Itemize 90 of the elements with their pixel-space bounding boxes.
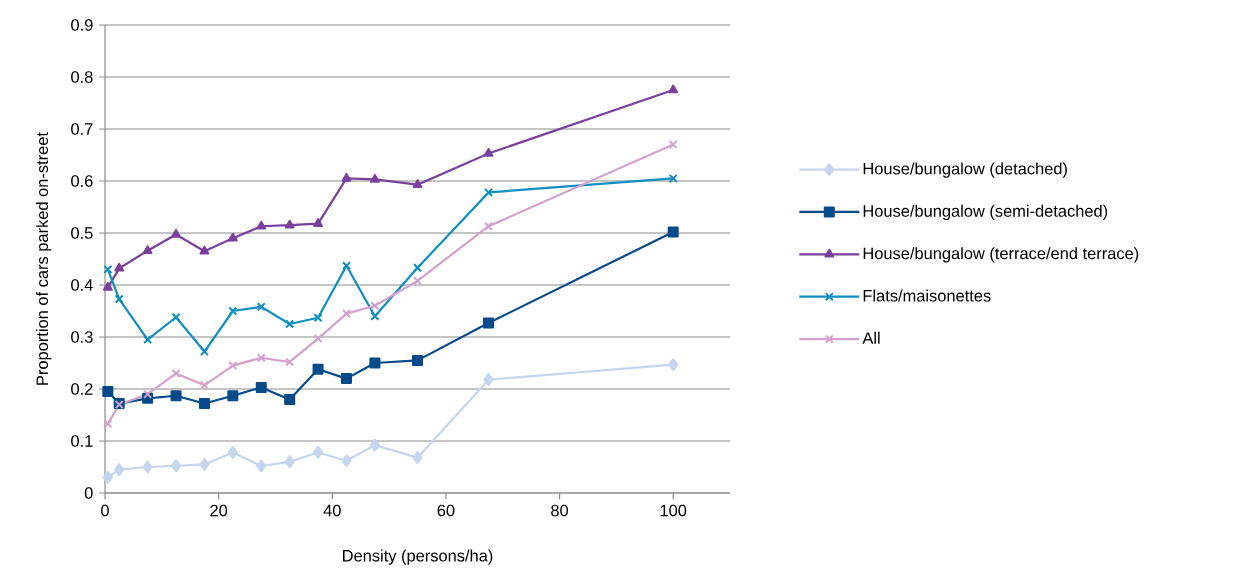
point (228, 361, 238, 371)
point (341, 172, 352, 182)
legend-label: All (862, 331, 880, 344)
x-tick-label: 0 (101, 504, 109, 517)
y-tick-label: 0.5 (71, 227, 93, 239)
point (668, 140, 678, 150)
point (171, 229, 181, 238)
point (228, 306, 238, 316)
point (369, 438, 381, 452)
point (369, 173, 380, 183)
point (256, 302, 266, 312)
point (142, 245, 153, 254)
point (312, 445, 324, 459)
point (199, 380, 209, 390)
point (412, 263, 423, 273)
point (668, 358, 679, 372)
y-axis-title: Proportion of cars parked on-street (36, 132, 52, 385)
x-tick-label: 60 (437, 504, 455, 517)
point (483, 317, 495, 329)
point (370, 301, 380, 311)
point (284, 219, 295, 229)
legend-label: Flats/maisonettes (863, 289, 991, 302)
point (103, 264, 113, 274)
point (198, 398, 210, 410)
point (170, 459, 182, 473)
point (285, 357, 295, 367)
point (369, 357, 381, 369)
point (412, 179, 423, 188)
y-tick-label: 0 (84, 487, 93, 499)
point (256, 459, 267, 473)
point (313, 218, 323, 227)
point (667, 226, 679, 238)
point (412, 451, 423, 465)
point (114, 463, 125, 477)
point (285, 319, 295, 329)
x-tick-label: 80 (551, 504, 569, 517)
point (284, 393, 296, 405)
point (412, 276, 423, 286)
point (199, 245, 210, 255)
point (668, 84, 679, 94)
point (483, 187, 494, 197)
point (103, 419, 113, 429)
point (102, 282, 113, 291)
point (143, 335, 153, 345)
x-tick-label: 40 (323, 504, 341, 517)
point (412, 354, 423, 366)
point (102, 470, 113, 484)
point (341, 261, 352, 271)
y-tick-label: 0.9 (71, 19, 93, 31)
y-tick-label: 0.1 (71, 435, 93, 447)
point (313, 313, 323, 323)
y-tick-label: 0.8 (71, 71, 93, 83)
y-tick-label: 0.6 (71, 175, 93, 187)
legend-label: House/bungalow (terrace/end terrace) (863, 247, 1139, 263)
point (227, 390, 239, 402)
point (199, 457, 210, 471)
point (312, 363, 324, 375)
point (340, 373, 352, 385)
point (483, 373, 494, 387)
point (483, 221, 494, 231)
point (170, 390, 182, 402)
point (256, 353, 266, 363)
point (102, 386, 114, 398)
y-tick-label: 0.2 (71, 383, 93, 395)
point (227, 232, 238, 242)
point (256, 220, 267, 230)
y-tick-label: 0.7 (71, 123, 93, 135)
legend-label: House/bungalow (semi-detached) (863, 204, 1108, 221)
x-tick-label: 20 (210, 504, 228, 517)
y-tick-label: 0.4 (71, 279, 93, 291)
point (284, 455, 295, 469)
point (483, 147, 494, 157)
point (341, 309, 352, 319)
x-tick-label: 100 (660, 504, 687, 517)
point (255, 381, 267, 393)
point (668, 173, 678, 183)
x-axis-title: Density (persons/ha) (343, 549, 493, 565)
point (313, 334, 323, 344)
point (341, 454, 352, 468)
legend-label: House/bungalow (detached) (863, 162, 1067, 178)
point (171, 368, 181, 378)
point (227, 445, 238, 459)
point (143, 389, 153, 399)
point (370, 311, 380, 321)
point (171, 312, 181, 322)
y-tick-label: 0.3 (71, 331, 93, 343)
point (114, 294, 124, 304)
point (142, 460, 153, 474)
point (199, 347, 209, 357)
point (114, 262, 125, 272)
